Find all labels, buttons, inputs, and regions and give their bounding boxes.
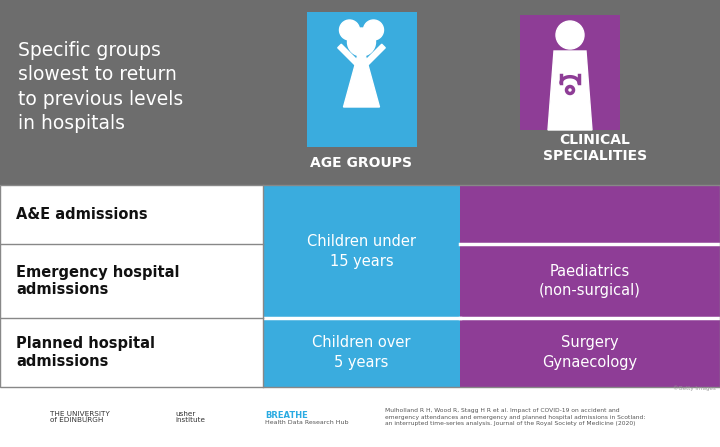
Text: Children over
5 years: Children over 5 years: [312, 335, 410, 370]
Bar: [0, 0, 720, 185]
Bar: [460, 318, 720, 387]
Text: CLINICAL
SPECIALITIES: CLINICAL SPECIALITIES: [543, 133, 647, 163]
Bar: [263, 318, 460, 387]
Bar: [520, 15, 620, 130]
Bar: [0, 387, 720, 447]
FancyArrow shape: [364, 44, 385, 66]
Bar: [460, 185, 720, 244]
Bar: [0, 185, 720, 387]
Text: Mulholland R H, Wood R, Stagg H R et al. Impact of COVID-19 on accident and
emer: Mulholland R H, Wood R, Stagg H R et al.…: [385, 408, 645, 426]
Circle shape: [556, 21, 584, 49]
Bar: [263, 185, 460, 318]
Circle shape: [364, 20, 384, 40]
Text: Planned hospital
admissions: Planned hospital admissions: [16, 337, 155, 369]
Bar: [0, 185, 263, 387]
Text: Specific groups
slowest to return
to previous levels
in hospitals: Specific groups slowest to return to pre…: [18, 41, 184, 133]
Polygon shape: [343, 56, 379, 107]
Text: AGE GROUPS: AGE GROUPS: [310, 156, 413, 170]
Text: Emergency hospital
admissions: Emergency hospital admissions: [16, 265, 179, 297]
Text: Children under
15 years: Children under 15 years: [307, 234, 416, 269]
Circle shape: [340, 20, 359, 40]
Bar: [307, 12, 416, 147]
Bar: [460, 244, 720, 318]
Text: Surgery
Gynaecology: Surgery Gynaecology: [542, 335, 638, 370]
Text: usher
institute: usher institute: [175, 410, 205, 423]
Text: Health Data Research Hub: Health Data Research Hub: [265, 419, 348, 425]
Text: A&E admissions: A&E admissions: [16, 207, 148, 222]
Text: Paediatrics
(non-surgical): Paediatrics (non-surgical): [539, 264, 641, 298]
FancyArrow shape: [338, 44, 359, 66]
Circle shape: [348, 28, 376, 56]
Text: |: |: [50, 412, 89, 422]
Polygon shape: [548, 51, 592, 130]
Text: BREATHE: BREATHE: [265, 410, 307, 419]
Text: THE UNIVERSITY
of EDINBURGH: THE UNIVERSITY of EDINBURGH: [50, 410, 109, 423]
Text: ©Getty Images: ©Getty Images: [673, 385, 716, 391]
